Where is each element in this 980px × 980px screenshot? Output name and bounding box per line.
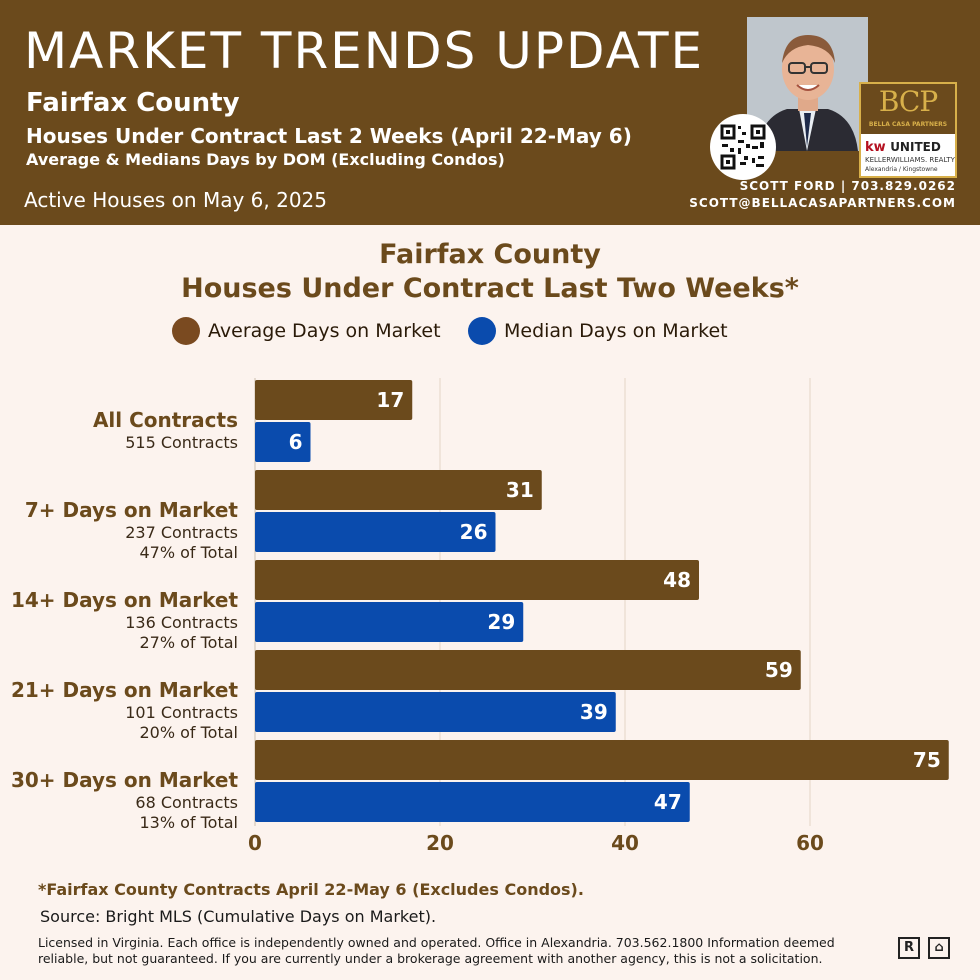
bar-average	[255, 740, 949, 780]
bar-value-label: 26	[460, 520, 488, 544]
category-name: All Contracts	[92, 408, 238, 432]
chart-footnote: *Fairfax County Contracts April 22-May 6…	[38, 880, 584, 899]
bar-value-label: 6	[289, 430, 303, 454]
category-subtext: 101 Contracts	[125, 703, 238, 722]
category-name: 30+ Days on Market	[10, 768, 238, 792]
active-houses-date: Active Houses on May 6, 2025	[24, 188, 327, 212]
agent-email[interactable]: SCOTT@BELLACASAPARTNERS.COM	[689, 196, 956, 210]
category-subtext: 515 Contracts	[125, 433, 238, 452]
equal-housing-icon: ⌂	[928, 937, 950, 959]
kw-logo-line3: Alexandria / Kingstowne	[865, 166, 938, 173]
kw-logo-line2: KELLERWILLIAMS. REALTY	[865, 156, 955, 164]
bar-value-label: 47	[654, 790, 682, 814]
legend-average: Average Days on Market	[172, 317, 441, 345]
bar-value-label: 75	[913, 748, 941, 772]
chart-title: Fairfax County Houses Under Contract Las…	[0, 238, 980, 306]
chart-title-line1: Fairfax County	[379, 239, 601, 270]
category-subtext: 13% of Total	[139, 813, 238, 832]
bar-value-label: 29	[487, 610, 515, 634]
chart-title-line2: Houses Under Contract Last Two Weeks*	[181, 273, 799, 304]
bar-value-label: 48	[663, 568, 691, 592]
bar-average	[255, 380, 413, 420]
brokerage-logo: BCP BELLA CASA PARTNERS kw UNITED KELLER…	[859, 82, 957, 178]
category-label: All Contracts 515 Contracts	[93, 407, 238, 453]
legal-disclaimer: Licensed in Virginia. Each office is ind…	[38, 935, 835, 966]
agent-photo	[747, 17, 868, 151]
bar-average	[255, 560, 699, 600]
qr-code-icon[interactable]	[710, 114, 776, 180]
category-label: 7+ Days on Market 237 Contracts 47% of Tot…	[25, 497, 238, 563]
subtitle-line1: Houses Under Contract Last 2 Weeks (Apri…	[26, 124, 632, 148]
category-name: 7+ Days on Market	[24, 498, 238, 522]
chart-legend: Average Days on Market Median Days on Ma…	[0, 317, 980, 347]
bar-median	[255, 422, 311, 462]
bar-median	[255, 782, 690, 822]
legend-average-swatch	[172, 317, 200, 345]
realtor-icon: R	[898, 937, 920, 959]
category-name: 21+ Days on Market	[10, 678, 238, 702]
bar-median	[255, 512, 496, 552]
data-source: Source: Bright MLS (Cumulative Days on M…	[40, 907, 437, 926]
x-tick-label: 60	[796, 831, 824, 855]
bar-value-label: 17	[376, 388, 404, 412]
category-label: 21+ Days on Market 101 Contracts 20% of To…	[11, 677, 238, 743]
bar-average	[255, 650, 801, 690]
category-subtext: 136 Contracts	[125, 613, 238, 632]
subtitle-line2: Average & Medians Days by DOM (Excluding…	[26, 150, 505, 169]
category-subtext: 47% of Total	[139, 543, 238, 562]
bar-value-label: 39	[580, 700, 608, 724]
agent-name-phone: SCOTT FORD | 703.829.0262	[739, 179, 956, 193]
bar-median	[255, 692, 616, 732]
county-name: Fairfax County	[26, 88, 240, 118]
bar-value-label: 31	[506, 478, 534, 502]
x-tick-label: 20	[426, 831, 454, 855]
bar-value-label: 59	[765, 658, 793, 682]
agent-portrait-icon	[747, 17, 868, 151]
x-tick-label: 0	[248, 831, 262, 855]
legend-median-swatch	[468, 317, 496, 345]
category-label: 14+ Days on Market 136 Contracts 27% of To…	[11, 587, 238, 653]
bcp-logo: BCP BELLA CASA PARTNERS	[861, 84, 955, 134]
category-subtext: 237 Contracts	[125, 523, 238, 542]
category-subtext: 20% of Total	[139, 723, 238, 742]
qr-pattern-icon	[720, 124, 766, 170]
category-subtext: 68 Contracts	[135, 793, 238, 812]
bar-average	[255, 470, 542, 510]
compliance-icons: R ⌂	[898, 937, 950, 959]
x-tick-label: 40	[611, 831, 639, 855]
header-banner: MARKET TRENDS UPDATE Fairfax County Hous…	[0, 0, 980, 225]
category-name: 14+ Days on Market	[10, 588, 238, 612]
category-label: 30+ Days on Market 68 Contracts 13% of Tot…	[11, 767, 238, 833]
kw-logo: kw UNITED	[865, 140, 941, 155]
page-title: MARKET TRENDS UPDATE	[24, 22, 705, 80]
bar-median	[255, 602, 524, 642]
legend-median: Median Days on Market	[468, 317, 728, 345]
category-subtext: 27% of Total	[139, 633, 238, 652]
